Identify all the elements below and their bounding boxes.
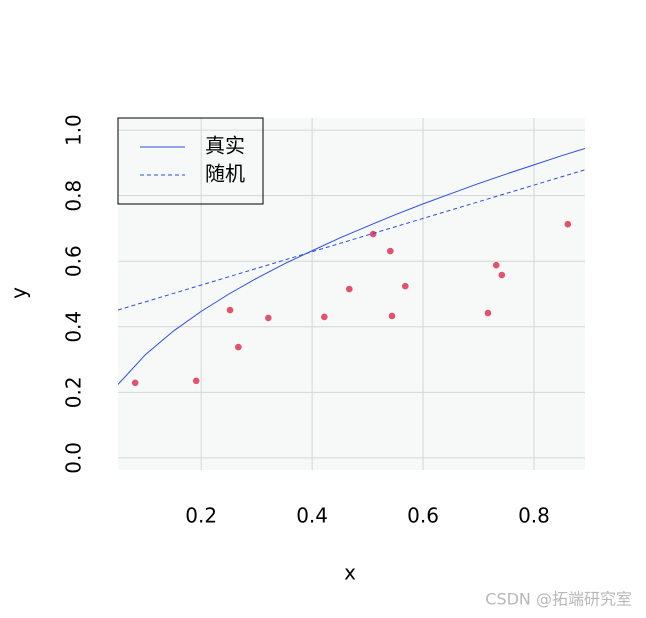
point xyxy=(498,271,506,279)
y-tick-label: 0.2 xyxy=(62,376,86,408)
point xyxy=(401,282,409,290)
legend-label: 真实 xyxy=(205,134,245,158)
point xyxy=(321,313,328,321)
x-tick-label: 0.4 xyxy=(296,504,328,528)
point xyxy=(226,306,234,314)
legend-box xyxy=(117,117,264,205)
x-axis-label: x xyxy=(344,561,356,585)
y-axis-label: y xyxy=(7,287,31,299)
y-tick-label: 0.0 xyxy=(62,442,86,474)
y-tick-label: 0.8 xyxy=(62,180,86,212)
point xyxy=(388,312,396,320)
legend-label: 随机 xyxy=(205,162,245,186)
x-tick-label: 0.2 xyxy=(185,504,217,528)
x-tick-label: 0.8 xyxy=(518,504,550,528)
point xyxy=(369,230,377,238)
point xyxy=(564,220,572,228)
y-tick-label: 0.4 xyxy=(62,311,86,343)
point xyxy=(265,314,272,322)
line xyxy=(118,169,585,311)
point xyxy=(484,309,492,317)
plot-panel xyxy=(118,118,585,470)
y-tick-label: 0.6 xyxy=(62,245,86,277)
y-tick-label: 1.0 xyxy=(62,114,86,146)
watermark: CSDN @拓端研究室 xyxy=(485,590,632,609)
line xyxy=(118,148,585,385)
point xyxy=(387,247,394,255)
plot-area xyxy=(118,148,585,387)
point xyxy=(345,285,353,293)
point xyxy=(192,377,200,385)
point xyxy=(131,379,139,387)
x-tick-label: 0.6 xyxy=(407,504,439,528)
point xyxy=(235,343,242,351)
point xyxy=(492,261,500,269)
